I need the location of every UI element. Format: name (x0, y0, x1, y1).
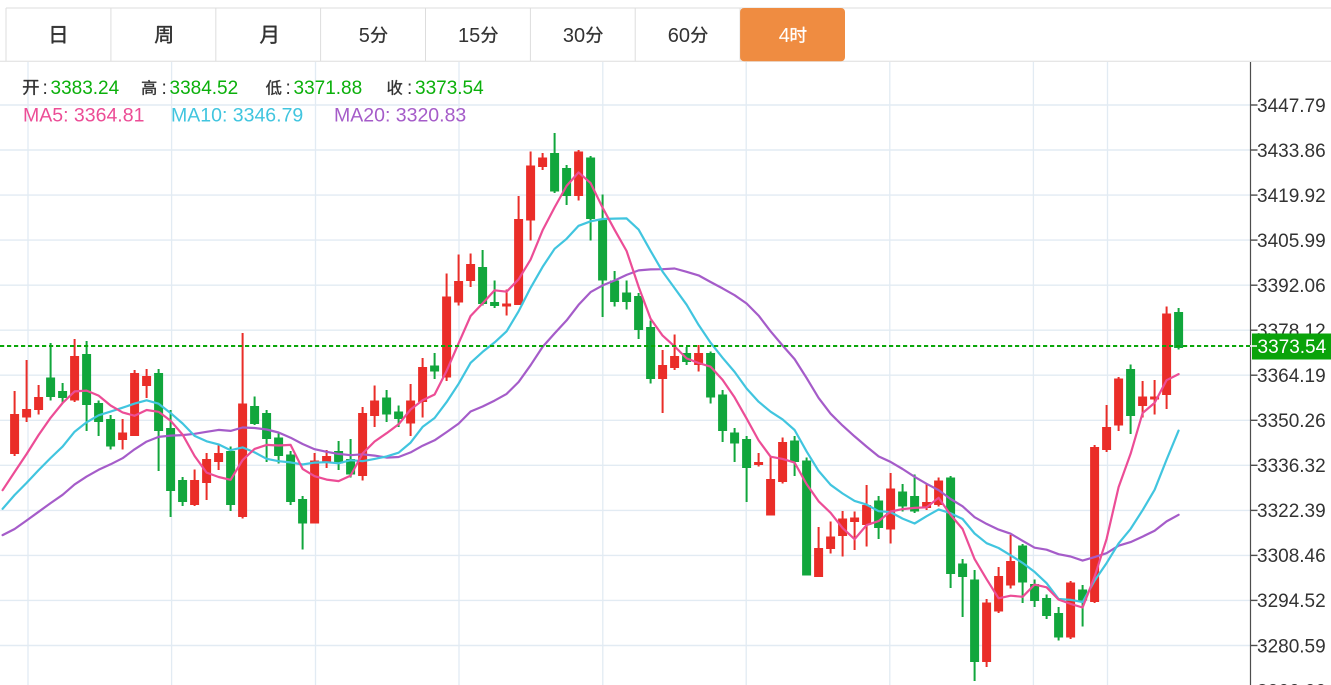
svg-text:3350.26: 3350.26 (1257, 411, 1326, 432)
svg-text:3322.39: 3322.39 (1257, 501, 1326, 522)
svg-text:3384.52: 3384.52 (170, 78, 239, 99)
svg-text:MA5: 3364.81: MA5: 3364.81 (23, 104, 144, 126)
svg-text:3405.99: 3405.99 (1257, 231, 1326, 252)
svg-text:3383.24: 3383.24 (51, 78, 120, 99)
svg-text:3373.54: 3373.54 (1258, 337, 1327, 358)
svg-text:MA10: 3346.79: MA10: 3346.79 (171, 104, 303, 126)
svg-text:3308.46: 3308.46 (1257, 546, 1326, 567)
svg-text:30: 30 (563, 25, 585, 47)
svg-text:3447.79: 3447.79 (1257, 96, 1326, 117)
svg-text::: : (43, 78, 48, 99)
svg-text:3392.06: 3392.06 (1257, 276, 1326, 297)
svg-text:3433.86: 3433.86 (1257, 141, 1326, 162)
svg-text::: : (286, 78, 291, 99)
svg-text::: : (407, 78, 412, 99)
svg-text:60: 60 (668, 25, 690, 47)
svg-text:3280.59: 3280.59 (1257, 636, 1326, 657)
svg-text:3364.19: 3364.19 (1257, 366, 1326, 387)
svg-text:3371.88: 3371.88 (294, 78, 363, 99)
svg-text:MA20: 3320.83: MA20: 3320.83 (334, 104, 466, 126)
svg-text::: : (162, 78, 167, 99)
svg-text:3266.66: 3266.66 (1257, 681, 1326, 685)
svg-text:3419.92: 3419.92 (1257, 186, 1326, 207)
svg-text:5: 5 (359, 25, 370, 47)
svg-text:3294.52: 3294.52 (1257, 591, 1326, 612)
svg-text:3336.32: 3336.32 (1257, 456, 1326, 477)
svg-text:4: 4 (779, 25, 790, 47)
svg-text:3373.54: 3373.54 (415, 78, 484, 99)
svg-text:15: 15 (458, 25, 480, 47)
